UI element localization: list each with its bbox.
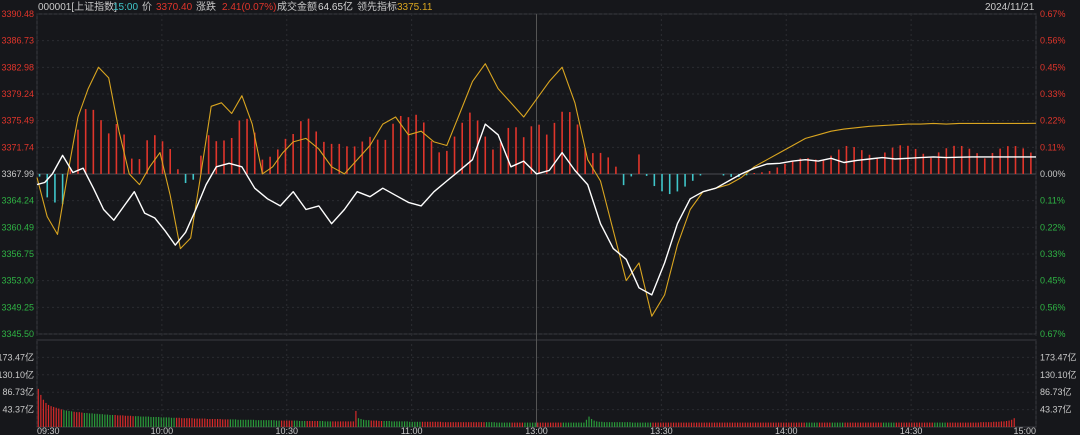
time-label: 15:00: [113, 2, 139, 13]
price-tick-label: 3386.73: [1, 36, 34, 46]
price-tick-label: 3390.48: [1, 9, 34, 19]
time-tick-label: 10:30: [275, 426, 298, 435]
time-tick-label: 11:00: [401, 426, 423, 435]
price-tick-label: 3371.74: [1, 142, 34, 152]
turnover-label: 成交金额: [277, 2, 317, 13]
volume-tick-label-right: 43.37亿: [1040, 404, 1072, 415]
lead-value: 3375.11: [397, 2, 433, 13]
price-tick-label: 3360.49: [1, 222, 34, 232]
index-name: 000001[上证指数]: [38, 2, 117, 13]
volume-tick-label: 130.10亿: [0, 369, 34, 380]
volume-tick-label: 43.37亿: [2, 404, 34, 415]
percent-tick-label: 0.67%: [1040, 329, 1066, 339]
percent-tick-label: 0.45%: [1040, 276, 1066, 286]
percent-tick-label: 0.33%: [1040, 249, 1066, 259]
lead-indicator-line: [36, 63, 1037, 317]
price-label: 价: [142, 2, 152, 13]
percent-tick-label: 0.00%: [1040, 169, 1066, 179]
change-label: 涨跌: [196, 2, 216, 13]
price-value: 3370.40: [156, 2, 193, 13]
time-tick-label: 14:30: [900, 426, 923, 435]
volume-tick-label-right: 130.10亿: [1040, 369, 1077, 380]
time-tick-label: 13:00: [525, 426, 548, 435]
time-tick-label: 09:30: [37, 426, 60, 435]
lead-label: 领先指标: [357, 2, 397, 13]
price-tick-label: 3356.75: [1, 249, 34, 259]
percent-tick-label: 0.45%: [1040, 62, 1066, 72]
price-tick-label: 3367.99: [1, 169, 34, 179]
turnover-value: 64.65亿: [318, 2, 354, 13]
date-label: 2024/11/21: [985, 2, 1035, 13]
price-tick-label: 3379.24: [1, 89, 34, 99]
price-line: [36, 123, 1036, 296]
price-tick-label: 3382.98: [1, 62, 34, 72]
price-tick-label: 3353.00: [1, 276, 34, 286]
percent-tick-label: 0.33%: [1040, 89, 1066, 99]
volume-tick-label: 86.73亿: [2, 386, 34, 397]
percent-tick-label: 0.22%: [1040, 116, 1066, 126]
time-tick-label: 13:30: [650, 426, 673, 435]
price-tick-label: 3375.49: [1, 116, 34, 126]
price-tick-label: 3345.50: [1, 329, 34, 339]
price-tick-label: 3349.25: [1, 302, 34, 312]
percent-tick-label: 0.56%: [1040, 36, 1066, 46]
time-tick-label: 15:00: [1013, 426, 1036, 435]
percent-tick-label: 0.56%: [1040, 302, 1066, 312]
change-value: 2.41(0.07%): [222, 2, 277, 13]
volume-tick-label-right: 86.73亿: [1040, 386, 1072, 397]
chart-header: 000001[上证指数] 15:00 价 3370.40 涨跌 2.41(0.0…: [0, 0, 1080, 16]
time-tick-label: 10:00: [151, 426, 174, 435]
time-tick-label: 14:00: [775, 426, 798, 435]
volume-tick-label-right: 173.47亿: [1040, 351, 1077, 362]
percent-tick-label: 0.67%: [1040, 9, 1066, 19]
percent-tick-label: 0.11%: [1040, 142, 1065, 152]
price-tick-label: 3364.24: [1, 196, 34, 206]
volume-tick-label: 173.47亿: [0, 351, 34, 362]
percent-tick-label: 0.11%: [1040, 196, 1065, 206]
percent-tick-label: 0.22%: [1040, 222, 1066, 232]
